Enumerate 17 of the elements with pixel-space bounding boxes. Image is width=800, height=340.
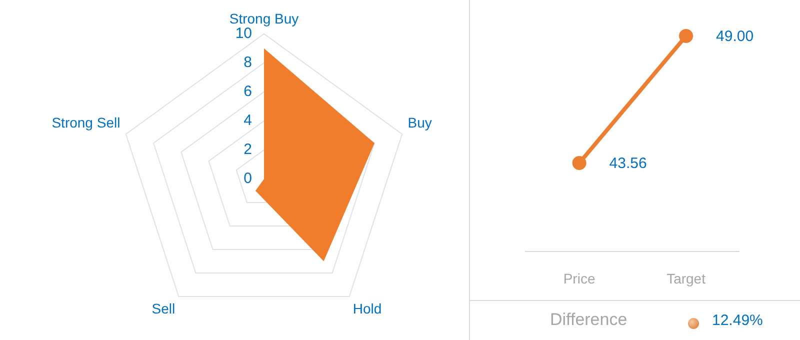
text: Difference xyxy=(550,310,628,330)
data-label: 49.00 xyxy=(716,28,754,46)
spoke-label: Sell xyxy=(152,300,176,317)
data-label: 43.56 xyxy=(609,155,647,172)
x-tick-label: Target xyxy=(666,270,706,286)
text: 12.49% xyxy=(712,312,763,329)
y-tick-label: 0 xyxy=(244,170,252,188)
spoke-label: Strong Buy xyxy=(229,10,299,26)
spoke-label: Hold xyxy=(352,300,382,317)
y-tick-label: 6 xyxy=(244,83,252,100)
spoke-label: Buy xyxy=(408,114,432,131)
y-tick-label: 10 xyxy=(235,24,252,42)
y-tick-label: 4 xyxy=(244,112,252,130)
y-tick-label: 8 xyxy=(244,54,252,71)
y-tick-label: 2 xyxy=(244,141,252,158)
spoke-label: Strong Sell xyxy=(52,114,120,131)
x-tick-label: Price xyxy=(563,270,596,286)
